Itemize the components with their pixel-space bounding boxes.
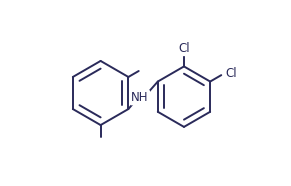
Text: Cl: Cl bbox=[226, 67, 237, 80]
Text: Cl: Cl bbox=[178, 42, 190, 55]
Text: Cl: Cl bbox=[226, 67, 237, 80]
Text: Cl: Cl bbox=[178, 42, 190, 55]
Text: NH: NH bbox=[131, 91, 149, 104]
Text: NH: NH bbox=[131, 91, 149, 104]
